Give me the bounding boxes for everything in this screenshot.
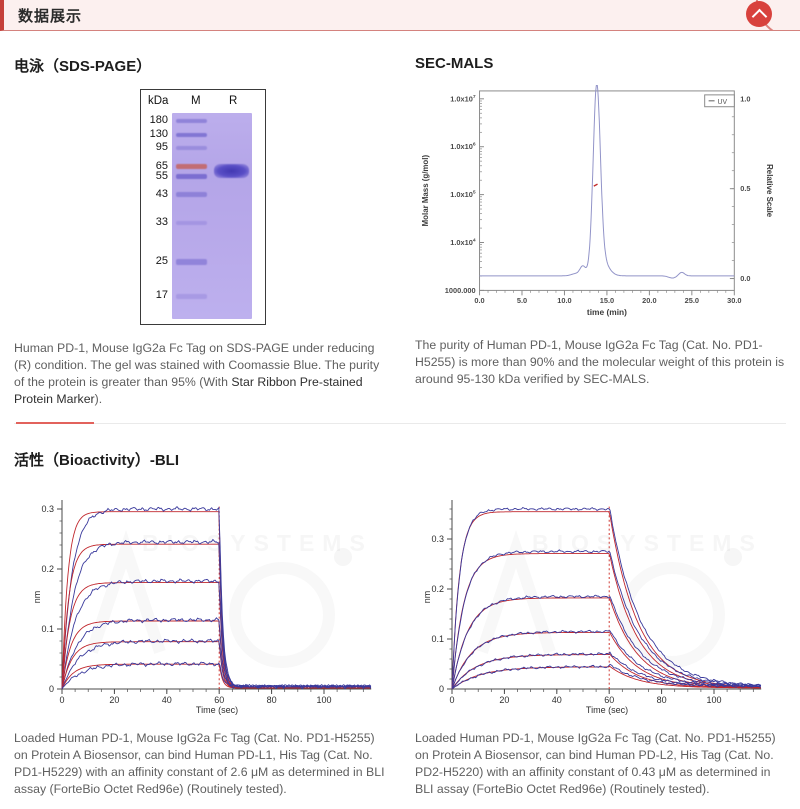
gel-kda-label: 130 [149,127,168,140]
svg-text:60: 60 [604,695,614,705]
svg-text:40: 40 [162,695,172,705]
gel-marker-band [176,119,207,124]
svg-text:0.3: 0.3 [431,534,444,544]
acro-watermark: BIOSYSTEMS [86,529,373,668]
gel-kda-label: 65 [155,159,168,172]
gel-lane-m-label: M [191,95,201,107]
content: 电泳（SDS-PAGE） kDa M R 180 130 95 65 55 43 33 25 1… [0,31,800,798]
svg-text:time (min): time (min) [587,307,627,317]
bli-pdl1-section: BIOSYSTEMS 0 0.1 0.2 0.3 0 20 40 60 80 100 nm Time (… [14,487,400,798]
bli-pdl2-figure: BIOSYSTEMS 0 0.1 0.2 0.3 0 20 40 60 80 100 nm Time (… [420,487,786,715]
gel-kda-label: 180 [149,114,168,127]
gel-marker-band [176,145,207,150]
gel-kda-label: 55 [155,169,168,182]
svg-text:Molar Mass (g/mol): Molar Mass (g/mol) [421,155,430,227]
svg-text:20.0: 20.0 [642,296,656,305]
gel-marker-band [176,192,207,197]
svg-text:0.3: 0.3 [41,504,54,514]
svg-text:0.2: 0.2 [41,564,54,574]
gel-marker-band [176,132,207,138]
svg-text:Time (sec): Time (sec) [586,705,628,715]
svg-text:25.0: 25.0 [685,296,699,305]
svg-text:BIOSYSTEMS: BIOSYSTEMS [142,530,373,556]
svg-text:1000.000: 1000.000 [445,286,476,295]
svg-text:30.0: 30.0 [727,296,741,305]
svg-text:80: 80 [267,695,277,705]
svg-text:0.0: 0.0 [740,274,750,283]
svg-text:0.5: 0.5 [740,184,750,193]
svg-text:Relative Scale: Relative Scale [765,164,774,218]
gel-sample-band [214,164,249,179]
gel-marker-band [176,293,207,299]
svg-text:0: 0 [49,684,54,694]
gel-marker-band [176,259,207,266]
svg-text:0.1: 0.1 [431,634,444,644]
svg-text:0.0: 0.0 [474,296,484,305]
section-divider [14,421,786,425]
svg-text:0: 0 [439,684,444,694]
svg-text:0: 0 [59,695,64,705]
chevron-up-icon [751,8,767,24]
svg-text:20: 20 [499,695,509,705]
svg-text:15.0: 15.0 [600,296,614,305]
svg-text:40: 40 [552,695,562,705]
caption-text-before: Human PD-1, Mouse IgG2a Fc Tag on SDS-PA… [14,341,380,389]
svg-text:10.0: 10.0 [557,296,571,305]
bli-pdl2-section: BIOSYSTEMS 0 0.1 0.2 0.3 0 20 40 60 80 100 nm Time (… [400,487,786,798]
sec-mals-section: SEC-MALS 1.0x107 1.0x106 1.0x105 1.0x104 100… [400,31,786,408]
svg-text:nm: nm [422,591,432,604]
bli-pdl1-caption: Loaded Human PD-1, Mouse IgG2a Fc Tag (C… [14,730,385,796]
svg-text:100: 100 [316,695,331,705]
sec-mals-figure: 1.0x107 1.0x106 1.0x105 1.0x104 1000.000 1.0 0… [415,85,786,322]
gel-kda-label: 17 [155,289,168,302]
bioactivity-section-title: 活性（Bioactivity）-BLI [14,451,180,469]
gel-kda-label: 25 [155,255,168,268]
gel-unit-label: kDa [148,95,169,107]
svg-text:0.1: 0.1 [41,624,54,634]
svg-text:80: 80 [657,695,667,705]
svg-text:1.0x105: 1.0x105 [450,190,476,199]
sec-mals-caption: The purity of Human PD-1, Mouse IgG2a Fc… [415,338,785,386]
data-display-header: 数据展示 [0,0,800,31]
gel-kda-label: 33 [155,216,168,229]
sds-page-section-title: 电泳（SDS-PAGE） [14,58,152,75]
back-to-top-button[interactable] [746,1,772,27]
bli-pdl1-chart: BIOSYSTEMS 0 0.1 0.2 0.3 0 20 40 60 80 100 nm Time (… [32,499,373,715]
sds-page-section: 电泳（SDS-PAGE） kDa M R 180 130 95 65 55 43 33 25 1… [14,31,400,408]
sec-mals-section-title: SEC-MALS [415,55,494,72]
svg-text:UV: UV [718,99,728,106]
bli-pdl1-figure: BIOSYSTEMS 0 0.1 0.2 0.3 0 20 40 60 80 100 nm Time (… [30,487,400,715]
svg-text:nm: nm [32,591,42,604]
sds-gel: kDa M R 180 130 95 65 55 43 33 25 17 [140,89,266,325]
sds-page-gel-figure: kDa M R 180 130 95 65 55 43 33 25 17 [140,89,400,325]
svg-text:1.0x107: 1.0x107 [450,94,476,103]
svg-text:0.2: 0.2 [431,584,444,594]
page-title: 数据展示 [18,7,83,25]
sec-mals-chart: 1.0x107 1.0x106 1.0x105 1.0x104 1000.000 1.0 0… [421,85,774,317]
gel-lane-r-label: R [229,95,238,107]
marker-product-link[interactable]: Star Ribbon Pre-stained Protein Marker [14,374,363,406]
gel-kda-label: 43 [155,187,168,200]
svg-text:60: 60 [214,695,224,705]
svg-text:1.0: 1.0 [740,94,750,103]
svg-text:Time (sec): Time (sec) [196,705,238,715]
sds-page-caption: Human PD-1, Mouse IgG2a Fc Tag on SDS-PA… [14,340,386,408]
svg-text:5.0: 5.0 [517,296,527,305]
bli-pdl2-caption: Loaded Human PD-1, Mouse IgG2a Fc Tag (C… [415,730,776,796]
svg-text:1.0x104: 1.0x104 [450,238,476,247]
svg-text:20: 20 [109,695,119,705]
gel-area [172,113,252,319]
svg-text:0: 0 [449,695,454,705]
gel-marker-band [176,221,207,226]
gel-kda-label: 95 [155,140,168,153]
gel-marker-band [176,164,207,170]
gel-marker-band [176,174,207,180]
caption-text-after: ). [94,391,103,406]
svg-text:1.0x106: 1.0x106 [450,142,476,151]
svg-text:100: 100 [706,695,721,705]
